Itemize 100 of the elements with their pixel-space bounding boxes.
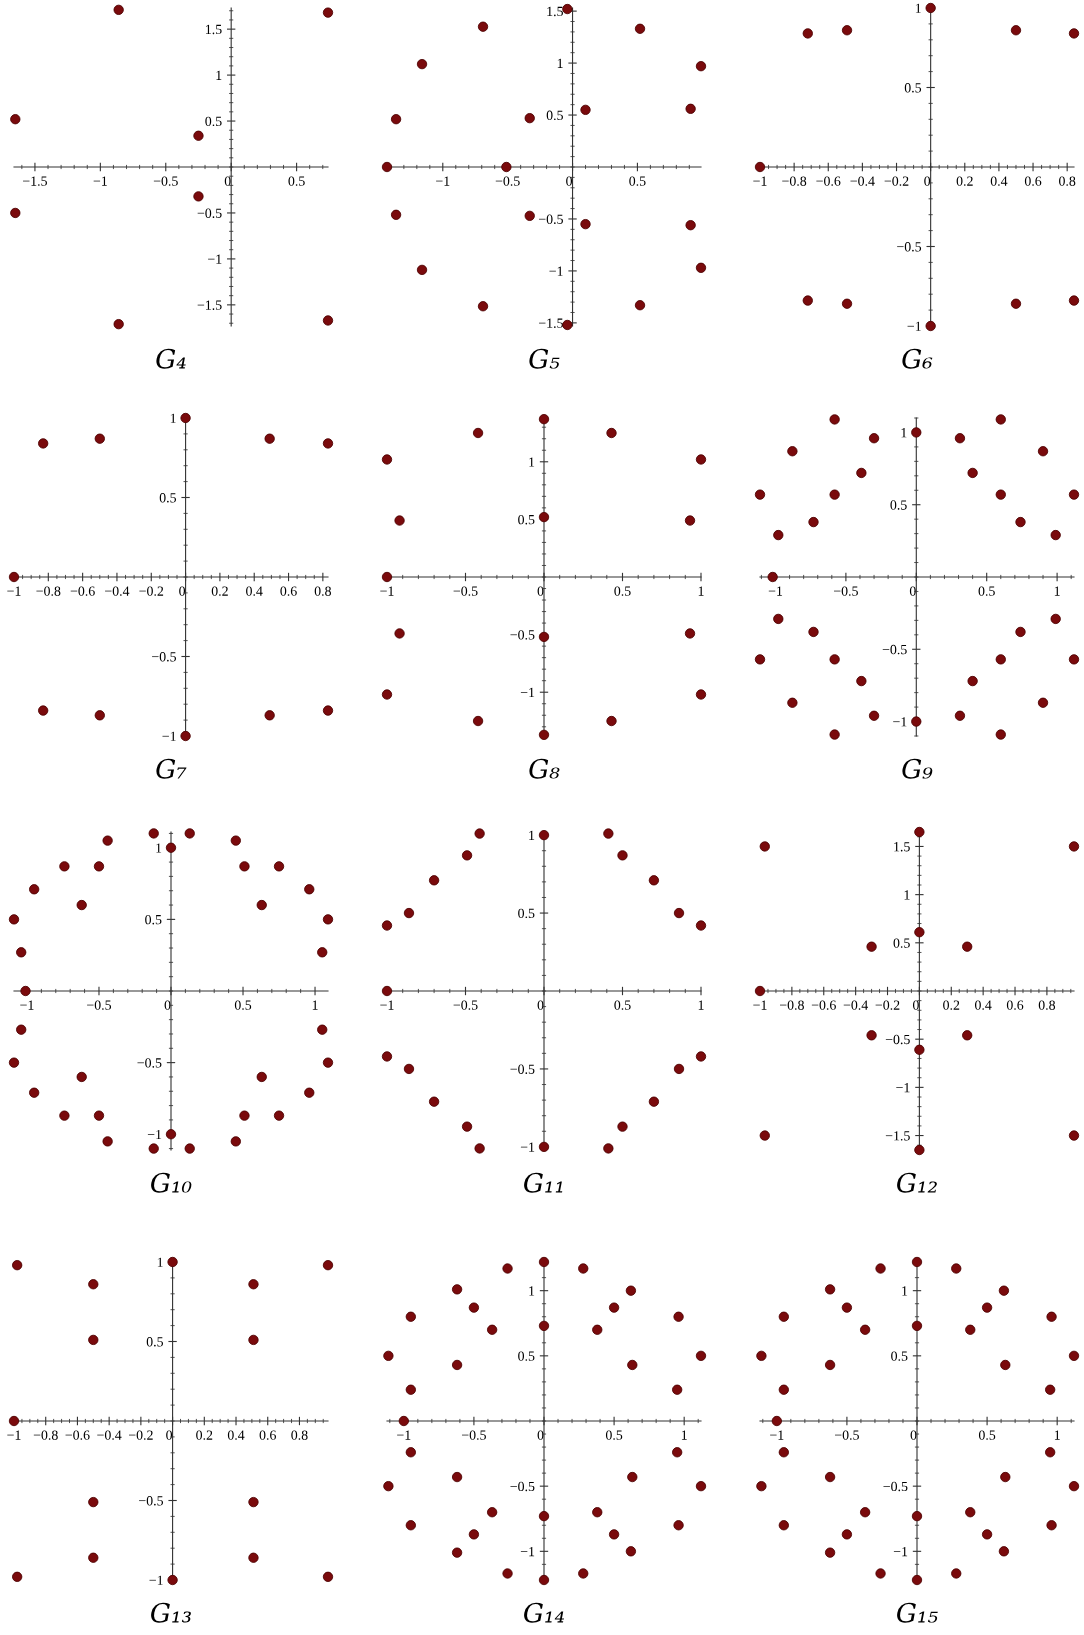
x-tick-label: 0.2 xyxy=(211,586,228,596)
x-tick-label: −0.5 xyxy=(453,1000,478,1010)
y-tick-label: −0.5 xyxy=(510,630,535,640)
y-tick-label: 0.5 xyxy=(893,938,910,948)
x-tick-label: 0.5 xyxy=(614,1000,631,1010)
y-tick-label: −1 xyxy=(896,1083,910,1093)
x-tick-label: −0.5 xyxy=(462,1430,486,1440)
x-tick-label: 0.6 xyxy=(280,586,297,596)
y-tick-label: 0.5 xyxy=(890,500,907,510)
y-tick-label: −0.5 xyxy=(897,242,922,252)
x-tick-label: −0.8 xyxy=(782,176,807,186)
x-tick-label: −0.6 xyxy=(816,176,841,186)
x-tick-label: 0.6 xyxy=(1024,176,1042,186)
text: G₁₀ xyxy=(151,1172,192,1193)
y-tick-label: −1 xyxy=(147,1129,162,1140)
x-tick-label: −1 xyxy=(380,586,394,596)
y-tick-label: −1 xyxy=(549,266,563,276)
y-tick-label: −1 xyxy=(208,254,222,264)
x-tick-label: −0.4 xyxy=(850,176,875,186)
x-tick-label: 0.8 xyxy=(314,586,331,596)
x-tick-label: 0.4 xyxy=(990,176,1008,186)
text: G₉ xyxy=(902,758,933,779)
x-tick-label: −1 xyxy=(753,176,767,186)
y-tick-label: −0.5 xyxy=(885,1034,910,1045)
y-tick-label: 1.5 xyxy=(894,842,910,852)
y-tick-label: 1 xyxy=(902,1286,908,1296)
x-tick-label: −1 xyxy=(397,1430,411,1440)
x-tick-label: −0.4 xyxy=(97,1430,122,1440)
x-tick-label: −0.2 xyxy=(884,176,909,186)
text: G₁₄ xyxy=(524,1602,565,1623)
x-tick-label: −1 xyxy=(436,176,450,186)
x-tick-label: 0 xyxy=(537,1000,544,1010)
y-tick-label: −0.5 xyxy=(510,1064,535,1074)
text: G₆ xyxy=(902,348,933,369)
x-tick-label: 0.5 xyxy=(614,586,631,596)
y-tick-label: 0.5 xyxy=(518,514,535,525)
x-tick-label: 0 xyxy=(224,176,231,186)
x-tick-label: −1 xyxy=(7,586,21,596)
x-tick-label: 0.5 xyxy=(629,176,646,186)
x-tick-label: 0.5 xyxy=(978,586,995,596)
x-tick-label: −0.2 xyxy=(128,1430,153,1440)
y-tick-label: −0.5 xyxy=(883,1481,908,1492)
y-tick-label: −0.5 xyxy=(152,652,177,662)
x-tick-label: −0.4 xyxy=(843,1000,869,1010)
x-tick-label: 0.6 xyxy=(259,1430,276,1440)
x-tick-label: 0 xyxy=(924,176,931,186)
x-tick-label: 0 xyxy=(537,1430,544,1440)
x-tick-label: 0.4 xyxy=(246,586,263,596)
y-tick-label: 1.5 xyxy=(206,24,222,35)
y-tick-label: −1 xyxy=(893,717,907,727)
x-tick-label: −0.5 xyxy=(87,1000,112,1010)
y-tick-label: −1 xyxy=(520,687,535,698)
y-tick-label: 0.5 xyxy=(546,110,563,121)
x-tick-label: 0 xyxy=(909,586,916,596)
y-tick-label: −0.5 xyxy=(510,1481,535,1492)
y-tick-label: 0.5 xyxy=(159,493,177,503)
y-tick-label: 1 xyxy=(156,843,162,853)
x-tick-label: 1 xyxy=(681,1430,687,1440)
y-tick-label: 1 xyxy=(529,1286,535,1296)
x-tick-label: −0.6 xyxy=(70,586,95,596)
y-tick-label: −1 xyxy=(162,731,176,741)
x-tick-label: −0.6 xyxy=(811,1000,836,1010)
text: G₁₅ xyxy=(897,1602,938,1623)
x-tick-label: −0.5 xyxy=(495,176,520,186)
x-tick-label: 0 xyxy=(566,176,573,186)
x-tick-label: 0.8 xyxy=(1059,176,1076,186)
x-tick-label: 0 xyxy=(164,1000,171,1010)
y-tick-label: 1 xyxy=(216,70,222,80)
y-tick-label: −1 xyxy=(520,1142,535,1152)
y-tick-label: 0.5 xyxy=(146,1337,164,1347)
x-tick-label: 0.2 xyxy=(196,1430,213,1440)
x-tick-label: 0.4 xyxy=(227,1430,245,1440)
text: G₄ xyxy=(156,348,186,369)
y-tick-label: −1 xyxy=(907,321,921,331)
x-tick-label: −1 xyxy=(753,1000,767,1010)
x-tick-label: 0 xyxy=(179,586,186,596)
x-tick-label: −0.4 xyxy=(105,586,130,596)
y-tick-label: −1.5 xyxy=(885,1131,910,1141)
y-tick-label: −0.5 xyxy=(139,1496,164,1506)
x-tick-label: 1 xyxy=(1054,586,1060,596)
x-tick-label: 0.6 xyxy=(1006,1000,1024,1010)
y-tick-label: 1 xyxy=(529,457,535,467)
y-tick-label: −1.5 xyxy=(539,318,563,328)
y-tick-label: 1 xyxy=(901,428,907,438)
y-tick-label: 1.5 xyxy=(547,6,563,17)
y-tick-label: 1 xyxy=(904,890,910,900)
x-tick-label: −0.6 xyxy=(65,1430,90,1440)
x-tick-label: 1 xyxy=(312,1000,318,1010)
x-tick-label: 1 xyxy=(698,1000,704,1010)
x-tick-label: 1 xyxy=(1054,1430,1060,1440)
x-tick-label: −0.5 xyxy=(835,1430,859,1440)
y-tick-label: −0.5 xyxy=(197,208,222,218)
x-tick-label: 0 xyxy=(912,1000,919,1010)
y-tick-label: 1 xyxy=(170,413,176,423)
y-tick-label: −0.5 xyxy=(539,214,563,224)
x-tick-label: −0.8 xyxy=(33,1430,58,1440)
x-tick-label: 0 xyxy=(166,1430,173,1440)
y-tick-label: 0.5 xyxy=(518,908,535,919)
x-tick-label: 0.8 xyxy=(1038,1000,1056,1010)
x-tick-label: 0.5 xyxy=(978,1430,996,1440)
